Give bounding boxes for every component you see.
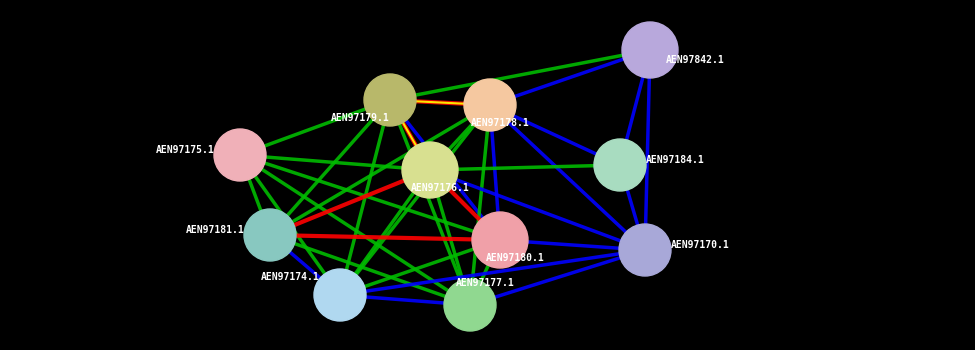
Circle shape bbox=[622, 22, 678, 78]
Text: AEN97181.1: AEN97181.1 bbox=[185, 225, 245, 235]
Circle shape bbox=[314, 269, 366, 321]
Circle shape bbox=[402, 142, 458, 198]
Circle shape bbox=[464, 79, 516, 131]
Circle shape bbox=[472, 212, 528, 268]
Circle shape bbox=[619, 224, 671, 276]
Text: AEN97175.1: AEN97175.1 bbox=[156, 145, 214, 155]
Text: AEN97184.1: AEN97184.1 bbox=[645, 155, 704, 165]
Circle shape bbox=[244, 209, 296, 261]
Text: AEN97177.1: AEN97177.1 bbox=[455, 278, 515, 288]
Text: AEN97180.1: AEN97180.1 bbox=[486, 253, 544, 263]
Text: AEN97179.1: AEN97179.1 bbox=[331, 113, 389, 123]
Circle shape bbox=[594, 139, 646, 191]
Circle shape bbox=[444, 279, 496, 331]
Text: AEN97170.1: AEN97170.1 bbox=[671, 240, 729, 250]
Circle shape bbox=[364, 74, 416, 126]
Text: AEN97842.1: AEN97842.1 bbox=[666, 55, 724, 65]
Text: AEN97178.1: AEN97178.1 bbox=[471, 118, 529, 128]
Circle shape bbox=[214, 129, 266, 181]
Text: AEN97174.1: AEN97174.1 bbox=[260, 272, 320, 282]
Text: AEN97176.1: AEN97176.1 bbox=[410, 183, 469, 193]
